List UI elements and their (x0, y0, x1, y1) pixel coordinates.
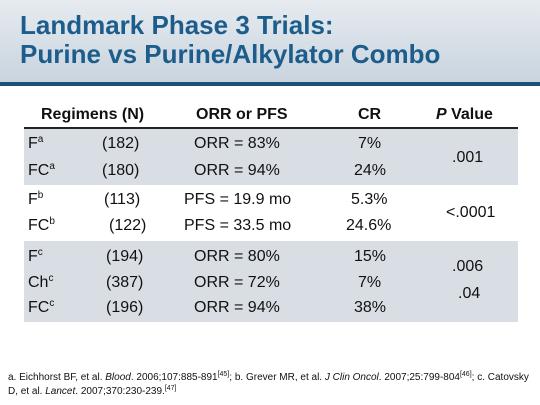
p-value: .001 (452, 149, 484, 166)
journal-name: Lancet (45, 386, 76, 397)
slide-title-line-2: Purine vs Purine/Alkylator Combo (20, 39, 441, 69)
n-cell: (194) (106, 248, 144, 265)
table-header-row: Regimens (N) ORR or PFS CR P Value (24, 104, 518, 128)
journal-name: Blood (105, 372, 131, 383)
cr-cell: 7% (358, 135, 382, 152)
p-value: .04 (458, 285, 481, 302)
header-p-rest: Value (446, 106, 493, 123)
regimen-cell: Chc (28, 273, 54, 292)
cr-cell: 38% (354, 299, 387, 316)
regimen-cell: Fc (28, 247, 43, 266)
cr-cell: 24% (354, 162, 387, 179)
outcome-cell: ORR = 94% (194, 162, 280, 179)
n-cell: (182) (102, 135, 140, 152)
trial-group-c (24, 241, 518, 322)
cr-cell: 15% (354, 248, 387, 265)
regimen-cell: FCc (28, 298, 55, 317)
p-value: <.0001 (446, 204, 496, 221)
n-cell: (196) (106, 299, 144, 316)
title-banner: Landmark Phase 3 Trials: Purine vs Purin… (0, 0, 540, 82)
n-cell: (122) (109, 217, 147, 234)
regimen-cell: FCb (28, 216, 55, 235)
slide-title: Landmark Phase 3 Trials: Purine vs Purin… (20, 11, 440, 69)
n-cell: (113) (104, 191, 141, 208)
p-value: .006 (452, 258, 484, 275)
references-footnote: a. Eichhorst BF, et al. Blood. 2006;107:… (8, 371, 529, 397)
cr-cell: 5.3% (351, 191, 388, 208)
cr-cell: 24.6% (346, 217, 392, 234)
header-p-italic: P (436, 106, 447, 123)
trial-group-a (24, 129, 518, 185)
journal-name: J Clin Oncol (324, 372, 379, 383)
slide-title-line-1: Landmark Phase 3 Trials: (20, 10, 334, 40)
trial-group-b (24, 185, 518, 241)
trials-table: Regimens (N) ORR or PFS CR P Value Fa (1… (24, 104, 518, 322)
header-regimens: Regimens (N) (41, 106, 145, 123)
n-cell: (180) (102, 162, 140, 179)
regimen-cell: Fa (28, 134, 44, 153)
outcome-cell: ORR = 80% (194, 248, 280, 265)
regimen-cell: FCa (28, 161, 55, 180)
outcome-cell: ORR = 72% (194, 274, 280, 291)
header-outcome: ORR or PFS (196, 106, 288, 123)
header-underline (24, 127, 518, 129)
n-cell: (387) (106, 274, 144, 291)
cr-cell: 7% (358, 274, 382, 291)
header-cr: CR (358, 106, 382, 123)
outcome-cell: PFS = 19.9 mo (184, 191, 292, 208)
outcome-cell: PFS = 33.5 mo (184, 217, 292, 234)
outcome-cell: ORR = 94% (194, 299, 280, 316)
header-p-value: P Value (436, 106, 493, 124)
outcome-cell: ORR = 83% (194, 135, 280, 152)
regimen-cell: Fb (28, 190, 44, 209)
title-divider (0, 82, 540, 86)
